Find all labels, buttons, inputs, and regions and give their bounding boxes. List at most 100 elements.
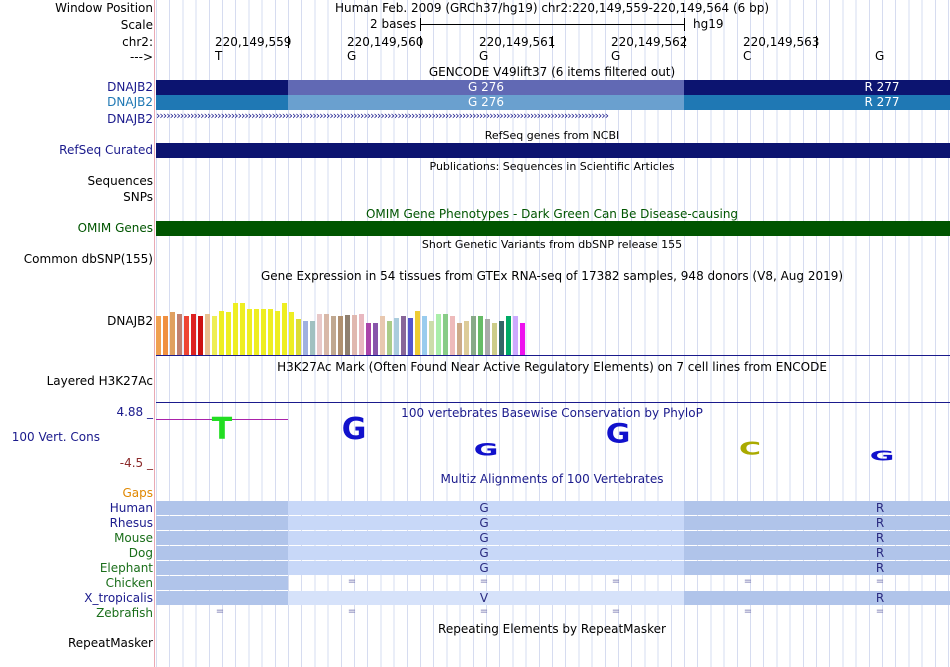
gtex-tissue-bar[interactable] (401, 316, 406, 356)
gencode-intron-arrows[interactable]: ››››››››››››››››››››››››››››››››››››››››… (156, 109, 609, 122)
gtex-tissue-bar[interactable] (492, 323, 497, 356)
multiz-alignment-block[interactable] (288, 561, 684, 575)
gtex-label[interactable]: DNAJB2 (107, 314, 153, 328)
refseq-gene-bar[interactable] (156, 143, 950, 158)
multiz-alignment-block[interactable] (684, 591, 950, 605)
gtex-tissue-bar[interactable] (212, 316, 217, 356)
gtex-tissue-bar[interactable] (282, 303, 287, 356)
multiz-alignment-block[interactable] (288, 531, 684, 545)
gtex-tissue-bar[interactable] (317, 314, 322, 356)
repeatmasker-label[interactable]: RepeatMasker (67, 636, 153, 650)
multiz-alignment-block[interactable] (288, 516, 684, 530)
gtex-tissue-bar[interactable] (163, 316, 168, 356)
multiz-alignment-block[interactable] (156, 531, 288, 545)
gtex-tissue-bar[interactable] (429, 321, 434, 356)
gtex-tissue-bar[interactable] (471, 316, 476, 356)
gtex-tissue-bar[interactable] (366, 323, 371, 356)
multiz-alignment-block[interactable] (156, 516, 288, 530)
gtex-tissue-bar[interactable] (261, 309, 266, 356)
gencode-codon-1[interactable] (288, 80, 684, 95)
multiz-species-label[interactable]: Elephant (99, 561, 153, 575)
multiz-alignment-block[interactable] (156, 561, 288, 575)
multiz-species-label[interactable]: Rhesus (109, 516, 153, 530)
multiz-alignment-block[interactable] (288, 591, 684, 605)
gtex-tissue-bar[interactable] (373, 323, 378, 356)
gtex-tissue-bar[interactable] (478, 316, 483, 356)
gtex-tissue-bar[interactable] (422, 316, 427, 356)
gtex-tissue-bar[interactable] (359, 314, 364, 356)
multiz-alignment-block[interactable] (288, 501, 684, 515)
conservation-label[interactable]: 100 Vert. Cons (11, 430, 100, 444)
refseq-label[interactable]: RefSeq Curated (59, 143, 153, 157)
omim-bar[interactable] (156, 221, 950, 236)
gtex-tissue-bar[interactable] (170, 312, 175, 356)
multiz-species-label[interactable]: Zebrafish (96, 606, 153, 620)
gtex-tissue-bar[interactable] (233, 303, 238, 356)
multiz-species-label[interactable]: Dog (128, 546, 153, 560)
gtex-tissue-bar[interactable] (415, 311, 420, 356)
multiz-species-label[interactable]: X_tropicalis (84, 591, 153, 605)
multiz-alignment-block[interactable] (684, 501, 950, 515)
gtex-tissue-bar[interactable] (226, 312, 231, 356)
gencode-exon-right-1[interactable] (684, 80, 950, 95)
gtex-tissue-bar[interactable] (408, 318, 413, 356)
gtex-tissue-bar[interactable] (268, 309, 273, 356)
multiz-species-label[interactable]: Chicken (105, 576, 153, 590)
multiz-alignment-block[interactable] (684, 546, 950, 560)
gencode-exon-left-1[interactable] (156, 80, 288, 95)
omim-label[interactable]: OMIM Genes (77, 221, 153, 235)
multiz-alignment-block[interactable] (288, 546, 684, 560)
gtex-tissue-bar[interactable] (289, 312, 294, 356)
gtex-tissue-bar[interactable] (485, 319, 490, 356)
gencode-label-1[interactable]: DNAJB2 (107, 80, 153, 94)
gtex-tissue-bar[interactable] (198, 316, 203, 356)
gencode-exon-left-2[interactable] (156, 95, 288, 110)
gtex-tissue-bar[interactable] (450, 316, 455, 356)
gencode-label-3[interactable]: DNAJB2 (107, 112, 153, 126)
gtex-chart[interactable] (156, 283, 950, 356)
gtex-tissue-bar[interactable] (219, 311, 224, 356)
multiz-alignment-block[interactable] (156, 546, 288, 560)
multiz-alignment-block[interactable] (156, 576, 288, 590)
gtex-tissue-bar[interactable] (464, 321, 469, 356)
gtex-tissue-bar[interactable] (520, 323, 525, 356)
multiz-species-label[interactable]: Human (109, 501, 153, 515)
multiz-species-label[interactable]: Mouse (114, 531, 153, 545)
gtex-tissue-bar[interactable] (499, 321, 504, 356)
gtex-tissue-bar[interactable] (380, 316, 385, 356)
gtex-tissue-bar[interactable] (345, 315, 350, 356)
gtex-tissue-bar[interactable] (296, 319, 301, 356)
gtex-tissue-bar[interactable] (394, 318, 399, 356)
gtex-tissue-bar[interactable] (310, 321, 315, 356)
multiz-alignment-block[interactable] (156, 501, 288, 515)
gtex-tissue-bar[interactable] (156, 316, 161, 356)
gtex-tissue-bar[interactable] (205, 314, 210, 356)
multiz-alignment-block[interactable] (684, 561, 950, 575)
gtex-tissue-bar[interactable] (387, 321, 392, 356)
gtex-tissue-bar[interactable] (254, 309, 259, 356)
gtex-tissue-bar[interactable] (352, 315, 357, 356)
multiz-alignment-block[interactable] (684, 516, 950, 530)
gencode-codon-2[interactable] (288, 95, 684, 110)
gtex-tissue-bar[interactable] (184, 316, 189, 356)
gtex-tissue-bar[interactable] (191, 314, 196, 356)
gtex-tissue-bar[interactable] (457, 323, 462, 356)
gencode-label-2[interactable]: DNAJB2 (107, 95, 153, 109)
gtex-tissue-bar[interactable] (513, 316, 518, 356)
window-position-value: Human Feb. 2009 (GRCh37/hg19) chr2:220,1… (334, 1, 770, 15)
h3k27ac-label[interactable]: Layered H3K27Ac (46, 374, 153, 388)
gtex-tissue-bar[interactable] (331, 316, 336, 356)
gtex-tissue-bar[interactable] (177, 314, 182, 356)
gtex-tissue-bar[interactable] (324, 314, 329, 356)
gtex-tissue-bar[interactable] (247, 309, 252, 356)
gencode-exon-right-2[interactable] (684, 95, 950, 110)
multiz-alignment-block[interactable] (156, 591, 288, 605)
gtex-tissue-bar[interactable] (303, 321, 308, 356)
gtex-tissue-bar[interactable] (240, 303, 245, 356)
gtex-tissue-bar[interactable] (506, 316, 511, 356)
gtex-tissue-bar[interactable] (275, 311, 280, 356)
gtex-tissue-bar[interactable] (338, 316, 343, 356)
gtex-tissue-bar[interactable] (443, 314, 448, 356)
multiz-alignment-block[interactable] (684, 531, 950, 545)
gtex-tissue-bar[interactable] (436, 314, 441, 356)
